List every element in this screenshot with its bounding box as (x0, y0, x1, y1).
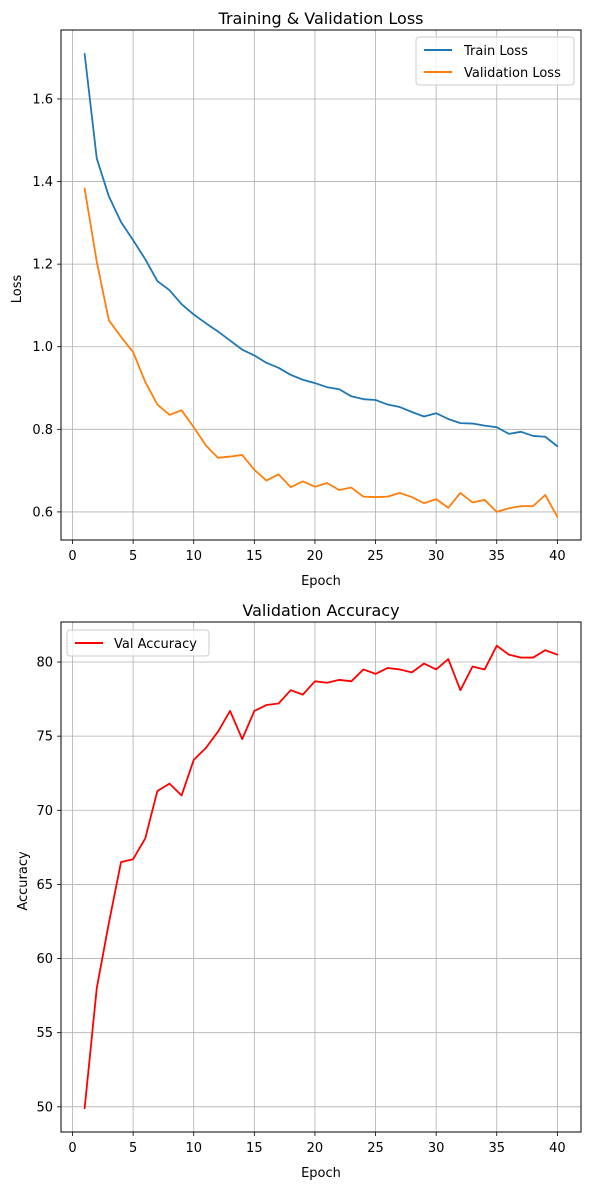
series-line-train-loss (83, 53, 559, 448)
accuracy-y-tick-label: 65 (36, 878, 53, 893)
accuracy-x-tick-label: 40 (549, 1141, 566, 1156)
loss-chart-title: Training & Validation Loss (218, 9, 424, 28)
accuracy-chart-title: Validation Accuracy (242, 601, 399, 620)
accuracy-legend-box (66, 629, 210, 657)
loss-x-tick-label: 20 (307, 549, 324, 564)
accuracy-x-axis-label: Epoch (301, 1166, 341, 1181)
accuracy-plot-frame (60, 621, 582, 1133)
loss-y-tick-label: 1.0 (32, 340, 53, 355)
loss-plot-frame (60, 29, 582, 541)
loss-legend: Train Loss Validation Loss (415, 36, 575, 86)
loss-y-tick-label: 0.8 (32, 423, 53, 438)
accuracy-y-tick-label: 75 (36, 730, 53, 745)
loss-x-ticks: 0 5 10 15 20 25 30 35 40 (68, 540, 566, 564)
accuracy-x-tick-label: 10 (185, 1141, 202, 1156)
loss-y-ticks: 0.6 0.8 1.0 1.2 1.4 1.6 (32, 92, 61, 520)
loss-y-tick-label: 0.6 (32, 505, 53, 520)
accuracy-x-tick-label: 35 (488, 1141, 505, 1156)
accuracy-x-tick-label: 15 (246, 1141, 263, 1156)
accuracy-y-axis-label: Accuracy (16, 851, 31, 911)
legend-label-validation-loss: Validation Loss (464, 66, 561, 81)
accuracy-plot-area (61, 622, 581, 1132)
loss-gridlines (61, 30, 581, 540)
loss-x-tick-label: 25 (367, 549, 384, 564)
accuracy-y-tick-label: 55 (36, 1026, 53, 1041)
legend-label-val-accuracy: Val Accuracy (114, 637, 197, 652)
accuracy-chart: 0 5 10 15 20 25 30 35 40 50 55 60 65 70 75 80 Validati… (16, 601, 582, 1181)
loss-x-tick-label: 15 (246, 549, 263, 564)
loss-x-tick-label: 35 (488, 549, 505, 564)
accuracy-y-tick-label: 70 (36, 804, 53, 819)
loss-y-tick-label: 1.4 (32, 175, 53, 190)
accuracy-x-ticks: 0 5 10 15 20 25 30 35 40 (68, 1132, 566, 1156)
loss-x-tick-label: 5 (129, 549, 137, 564)
loss-x-tick-label: 0 (68, 549, 76, 564)
loss-y-tick-label: 1.2 (32, 258, 53, 273)
series-line-val-accuracy (83, 644, 559, 1110)
loss-plot-area (61, 30, 581, 540)
accuracy-y-tick-label: 60 (36, 952, 53, 967)
loss-chart: 0 5 10 15 20 25 30 35 40 0.6 0.8 1.0 1.2 1.4 1.6 Trai… (10, 9, 582, 589)
loss-x-tick-label: 10 (185, 549, 202, 564)
loss-x-tick-label: 30 (428, 549, 445, 564)
accuracy-x-tick-label: 20 (307, 1141, 324, 1156)
loss-series-lines (83, 53, 559, 518)
loss-legend-box (415, 36, 575, 86)
loss-x-axis-label: Epoch (301, 574, 341, 589)
loss-x-tick-label: 40 (549, 549, 566, 564)
accuracy-x-tick-label: 5 (129, 1141, 137, 1156)
accuracy-legend: Val Accuracy (66, 629, 210, 657)
accuracy-series-lines (83, 644, 559, 1110)
series-line-validation-loss (83, 187, 559, 518)
accuracy-x-tick-label: 25 (367, 1141, 384, 1156)
accuracy-x-tick-label: 0 (68, 1141, 76, 1156)
accuracy-y-tick-label: 80 (36, 656, 53, 671)
loss-y-axis-label: Loss (10, 275, 25, 304)
accuracy-y-tick-label: 50 (36, 1100, 53, 1115)
accuracy-x-tick-label: 30 (428, 1141, 445, 1156)
accuracy-gridlines (61, 622, 581, 1132)
accuracy-y-ticks: 50 55 60 65 70 75 80 (36, 656, 61, 1115)
legend-label-train-loss: Train Loss (463, 44, 528, 59)
loss-y-tick-label: 1.6 (32, 92, 53, 107)
